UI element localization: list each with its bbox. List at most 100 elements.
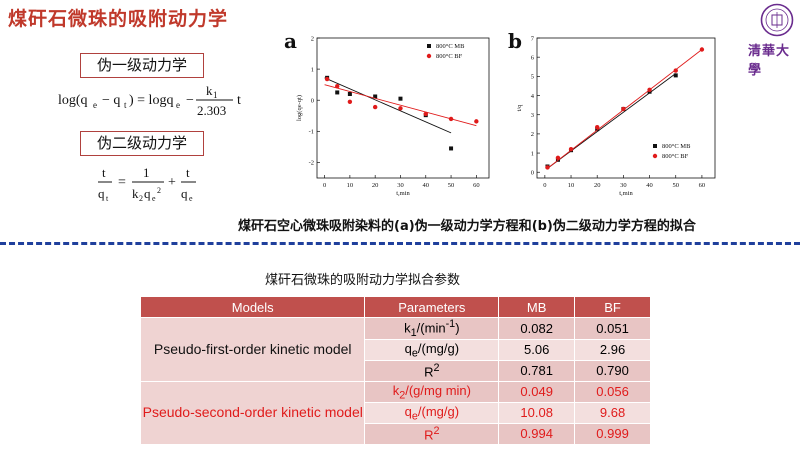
data-point [647, 87, 652, 92]
chart-a: a 0 10 20 30 40 50 60 -2 -1 0 1 2 t,min log(qe-qt) 800°… [284, 30, 490, 197]
legend-label: 800°C MB [662, 143, 691, 150]
data-point [335, 84, 340, 89]
data-point [423, 111, 428, 117]
y-tick-label: 2 [531, 131, 534, 138]
svg-text:k: k [206, 83, 213, 98]
data-point [673, 73, 678, 78]
y-tick-label: 4 [531, 93, 535, 100]
y-tick-label: 7 [531, 35, 535, 42]
mb-value: 0.781 [498, 359, 576, 382]
svg-text:q: q [144, 186, 151, 201]
svg-text:e: e [189, 194, 193, 203]
x-tick-label: 40 [423, 182, 430, 189]
x-tick-label: 30 [397, 182, 404, 189]
legend-marker [653, 144, 657, 148]
y-tick-label: 5 [531, 74, 534, 81]
x-tick-label: 60 [699, 182, 706, 189]
x-tick-label: 50 [672, 182, 679, 189]
header-parameters: Parameters [364, 296, 500, 318]
svg-text:=: = [118, 175, 126, 190]
svg-text:t: t [102, 165, 106, 180]
svg-text:1: 1 [143, 165, 150, 180]
y-tick-label: 6 [531, 54, 535, 61]
data-point [621, 106, 626, 112]
mb-value: 0.994 [498, 422, 576, 445]
bf-value: 0.999 [574, 422, 651, 445]
panel-letter: b [508, 30, 522, 53]
data-point [595, 124, 600, 130]
x-tick-label: 30 [620, 182, 627, 189]
param-cell: qe/(mg/g) [364, 401, 500, 424]
bf-value: 0.051 [574, 317, 651, 340]
fit-line [547, 73, 677, 169]
svg-text:q: q [98, 186, 105, 201]
data-point [324, 76, 330, 82]
table-row: Pseudo-first-order kinetic model k1/(min… [139, 317, 651, 382]
data-point [347, 92, 352, 96]
y-tick-label: -2 [309, 160, 314, 167]
svg-text:) = logq: ) = logq [129, 93, 173, 108]
caption-ref-b: (b) [531, 219, 553, 234]
param-cell: k2/(g/mg min) [364, 380, 500, 403]
section-divider [0, 242, 800, 245]
svg-text:q: q [181, 186, 188, 201]
bf-value: 0.056 [574, 380, 651, 403]
plot-area [316, 37, 490, 179]
x-tick-label: 0 [323, 182, 326, 189]
x-tick-label: 50 [448, 182, 455, 189]
table-row: R2 0.994 0.999 [141, 422, 651, 445]
university-seal-icon [760, 3, 794, 37]
param-cell: qe/(mg/g) [364, 338, 500, 361]
y-tick-label: 1 [311, 66, 314, 73]
x-axis-label: t,min [619, 190, 633, 197]
y-axis-label: log(qe-qt) [296, 95, 303, 121]
data-point [699, 47, 705, 52]
y-tick-label: 0 [311, 98, 314, 105]
svg-text:t: t [186, 165, 190, 180]
x-tick-label: 10 [568, 182, 575, 189]
data-point [347, 99, 353, 104]
legend-label: 800°C MB [436, 43, 465, 50]
chart-b: b 0 10 20 30 40 50 60 0 1 2 3 4 5 6 7 t,min t/q 800°C MB 80… [508, 30, 716, 197]
x-tick-label: 10 [347, 182, 354, 189]
svg-text:1: 1 [213, 90, 218, 100]
data-point [372, 104, 378, 110]
pfo-label: 伪一级动力学 [80, 53, 204, 78]
data-point [449, 146, 454, 151]
svg-text:− q: − q [102, 93, 120, 108]
pfo-equation: log(q e − q t ) = logq e − k 1 2.303 t [58, 83, 241, 118]
mb-value: 0.082 [498, 317, 576, 340]
table-title: 煤矸石微珠的吸附动力学拟合参数 [265, 273, 461, 288]
caption-part-3: 伪二级动力学方程的拟合 [552, 219, 696, 234]
x-tick-label: 0 [543, 182, 546, 189]
university-wordmark: 清華大學 [748, 44, 791, 78]
svg-text:e: e [152, 194, 156, 203]
y-tick-label: -1 [309, 129, 314, 136]
figure-caption: 煤矸石空心微珠吸附染料的(a)伪一级动力学方程和(b)伪二级动力学方程的拟合 [238, 215, 696, 234]
legend-marker [652, 153, 658, 159]
mb-value: 10.08 [498, 401, 576, 424]
header-mb: MB [498, 296, 576, 318]
svg-text:e: e [93, 100, 97, 110]
data-point [545, 165, 550, 170]
svg-text:2: 2 [139, 194, 143, 203]
pso-label: 伪二级动力学 [80, 131, 204, 156]
data-point [555, 155, 561, 161]
legend-marker [426, 53, 432, 59]
x-axis-label: t,min [396, 190, 410, 197]
x-tick-label: 20 [372, 182, 379, 189]
bf-value: 2.96 [574, 338, 651, 361]
slide-title: 煤矸石微珠的吸附动力学 [8, 8, 229, 30]
legend-label: 800°C BF [436, 53, 463, 60]
caption-part-2: 伪一级动力学方程和 [414, 219, 532, 234]
pso-model-cell: Pseudo-second-order kinetic model [139, 380, 366, 445]
svg-text:log(q: log(q [58, 93, 88, 108]
svg-text:−: − [186, 93, 194, 108]
svg-text:2.303: 2.303 [197, 103, 226, 118]
data-point [474, 119, 479, 124]
caption-part-1: 煤矸石空心微珠吸附染料的 [238, 219, 395, 234]
kinetic-parameters-table: Models Parameters MB BF Pseudo-first-ord… [139, 296, 651, 445]
y-axis-label: t/q [516, 104, 523, 112]
data-point [373, 94, 378, 99]
data-point [673, 68, 678, 73]
